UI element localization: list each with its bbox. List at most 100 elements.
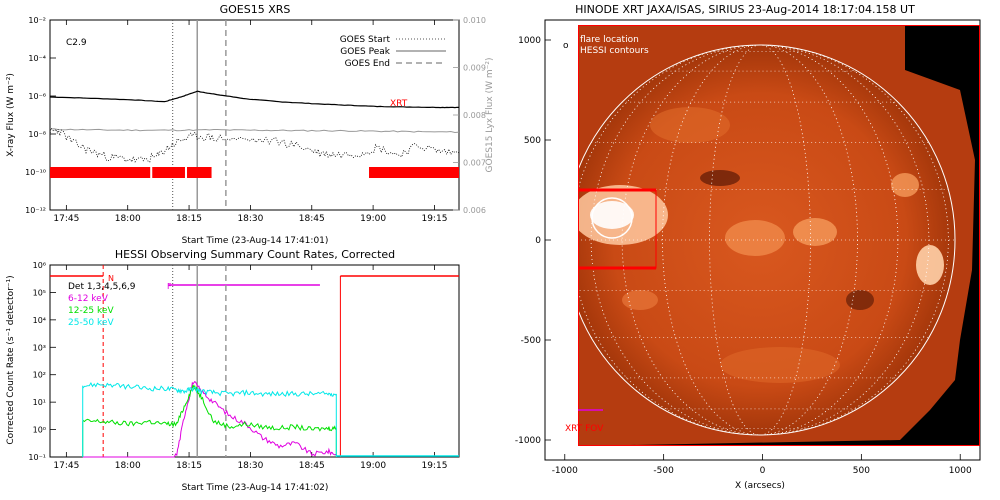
xrt-xlabel: X (arcsecs) [735, 481, 785, 491]
legend-goes-start: GOES Start [340, 35, 391, 45]
xrt-legend-symbol: o [563, 41, 569, 51]
xrt-title: HINODE XRT JAXA/ISAS, SIRIUS 23-Aug-2014… [575, 3, 915, 16]
bright-patch-north [650, 107, 730, 143]
xrt-x-tick-label: 1000 [949, 466, 972, 476]
x-tick-label: 19:00 [360, 214, 386, 224]
flare-location-circle [591, 197, 633, 239]
x-tick-label: 18:45 [299, 214, 325, 224]
y-tick-label: 10⁻⁸ [28, 130, 46, 139]
xrt-legend-flare-location: flare location [580, 35, 639, 45]
y-tick-label: 10⁻⁴ [28, 54, 46, 63]
goes-coverage-bar [50, 167, 151, 178]
xrt-x-tick-label: -500 [653, 466, 674, 476]
hessi-title: HESSI Observing Summary Count Rates, Cor… [115, 248, 395, 261]
xrt-y-tick-label: 500 [524, 136, 541, 146]
grid-longitude [662, 45, 858, 435]
goes-coverage-bar [369, 167, 459, 178]
goes-class-label: C2.9 [66, 38, 87, 48]
goes-legend: GOES Start GOES Peak GOES End [340, 35, 446, 69]
grid-longitude [709, 45, 811, 435]
xrt-image [578, 25, 980, 446]
goes-xlabel: Start Time (23-Aug-14 17:41:01) [182, 236, 329, 246]
goes-plot-frame [49, 19, 460, 211]
x-tick-label: 17:45 [53, 214, 79, 224]
hessi-6-12-kev-line [82, 380, 337, 458]
xrt-fov-label: XRT FOV [565, 424, 604, 434]
goes-short-channel-line [49, 127, 460, 163]
xrt-x-tick-label: 0 [760, 466, 766, 476]
goes-xrt-label: XRT [390, 99, 408, 109]
y-tick-label: 10⁻² [28, 16, 46, 25]
goes-panel: GOES15 XRS 17:45 18:00 18:15 18:30 18:45 19:0… [6, 3, 495, 246]
hessi-legend-6-12: 6-12 keV [68, 294, 109, 304]
x-tick-label: 18:00 [115, 214, 141, 224]
bright-patch-south [720, 347, 840, 383]
xrt-x-tick-label: -1000 [552, 466, 578, 476]
y-tick-label: 10⁵ [33, 288, 46, 297]
xrt-x-tick-label: 500 [853, 466, 870, 476]
y-tick-label: 10² [33, 371, 46, 380]
grid-longitude [590, 45, 930, 435]
hessi-12-25-kev-line [82, 384, 337, 432]
hessi-legend-12-25: 12-25 keV [68, 306, 114, 316]
goes-coverage-bar [187, 167, 212, 178]
y-tick-label: 10⁻¹ [28, 453, 46, 462]
y-right-tick-label: 0.010 [463, 16, 486, 25]
active-region-limb [916, 245, 944, 285]
xrt-y-tick-label: 0 [535, 236, 541, 246]
dark-patch-2 [846, 290, 874, 310]
goes-title: GOES15 XRS [220, 3, 291, 16]
x-tick-label: 18:45 [299, 461, 325, 471]
y-tick-label: 10¹ [33, 398, 46, 407]
y-tick-label: 10⁰ [33, 426, 46, 435]
y-tick-label: 10⁻¹⁰ [25, 168, 46, 177]
xrt-y-tick-label: 1000 [518, 36, 541, 46]
hessi-plot-area: 17:45 18:00 18:15 18:30 18:45 19:00 19:15 10⁻¹ 1… [28, 261, 459, 471]
legend-goes-peak: GOES Peak [340, 47, 390, 57]
x-tick-label: 18:30 [237, 214, 263, 224]
y-right-tick-label: 0.008 [463, 111, 486, 120]
goes-ylabel-right: GOES15 Lyx Flux (W m⁻²) [485, 58, 495, 173]
goes-lyx-line [49, 128, 460, 134]
x-tick-label: 19:15 [421, 461, 447, 471]
y-right-tick-label: 0.009 [463, 64, 486, 73]
y-tick-label: 10⁻¹² [25, 206, 46, 215]
x-tick-label: 17:45 [53, 461, 79, 471]
xrt-y-tick-label: -1000 [515, 436, 541, 446]
hessi-legend-title: Det 1,3,4,5,6,9 [68, 282, 136, 292]
active-region-ne [891, 173, 919, 197]
bright-patch-west [622, 290, 658, 310]
hessi-ylabel: Corrected Count Rate (s⁻¹ detector⁻¹) [6, 275, 16, 444]
goes-ylabel: X-ray Flux (W m⁻²) [6, 73, 16, 157]
legend-goes-end: GOES End [345, 59, 390, 69]
hessi-flag-n: N [108, 274, 114, 283]
hessi-plot-frame [49, 264, 460, 458]
active-region-east [793, 218, 837, 246]
hessi-xlabel: Start Time (23-Aug-14 17:41:02) [182, 483, 329, 493]
goes-long-channel-line [49, 90, 460, 109]
x-tick-label: 18:15 [176, 214, 202, 224]
xrt-panel: HINODE XRT JAXA/ISAS, SIRIUS 23-Aug-2014… [515, 3, 981, 491]
x-tick-label: 18:15 [176, 461, 202, 471]
goes-coverage-bar [152, 167, 185, 178]
goes-plot-area: 17:45 18:00 18:15 18:30 18:45 19:00 19:15 10⁻¹²… [25, 16, 486, 224]
hessi-flag-f: F [167, 282, 172, 291]
x-tick-label: 19:00 [360, 461, 386, 471]
hessi-25-50-kev-line [82, 381, 337, 398]
xrt-legend-hessi-contours: HESSI contours [580, 46, 649, 56]
hessi-legend-25-50: 25-50 keV [68, 318, 114, 328]
y-tick-label: 10⁴ [33, 316, 46, 325]
active-region-center [725, 220, 785, 256]
y-tick-label: 10⁶ [33, 261, 46, 270]
hessi-legend: Det 1,3,4,5,6,9 6-12 keV 12-25 keV 25-50… [68, 282, 136, 328]
sun-features [578, 45, 955, 435]
y-tick-label: 10⁻⁶ [28, 92, 46, 101]
solar-limb [578, 44, 956, 436]
x-tick-label: 19:15 [421, 214, 447, 224]
dark-patch-1 [700, 170, 740, 186]
y-right-tick-label: 0.006 [463, 206, 486, 215]
x-tick-label: 18:00 [115, 461, 141, 471]
y-right-tick-label: 0.007 [463, 159, 486, 168]
hessi-panel: HESSI Observing Summary Count Rates, Cor… [6, 248, 460, 493]
